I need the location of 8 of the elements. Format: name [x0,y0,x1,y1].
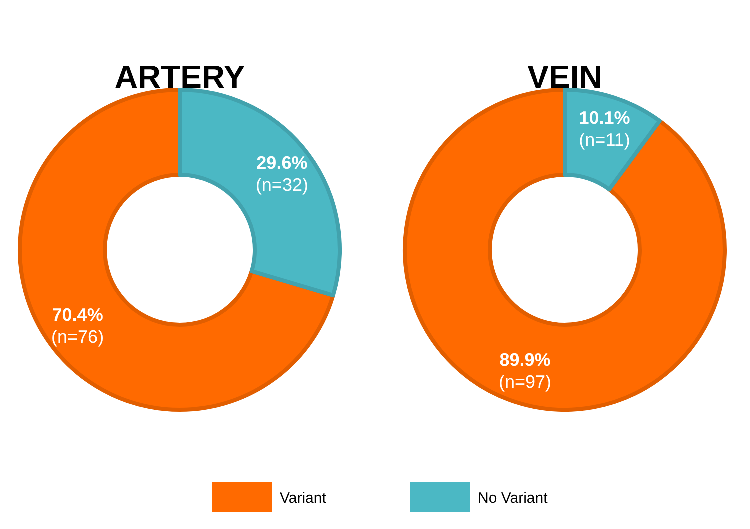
legend-label: No Variant [478,490,549,507]
slice-label: VEIN [528,59,602,95]
data-label: 70.4% (n=76) [52,305,104,348]
data-label: 10.1% (n=11) [579,108,630,150]
slice-label: ARTERY [114,59,246,95]
legend-label: Variant [280,490,328,507]
data-label: 29.6% (n=32) [256,152,308,195]
data-label: 89.9% (n=97) [498,350,552,392]
